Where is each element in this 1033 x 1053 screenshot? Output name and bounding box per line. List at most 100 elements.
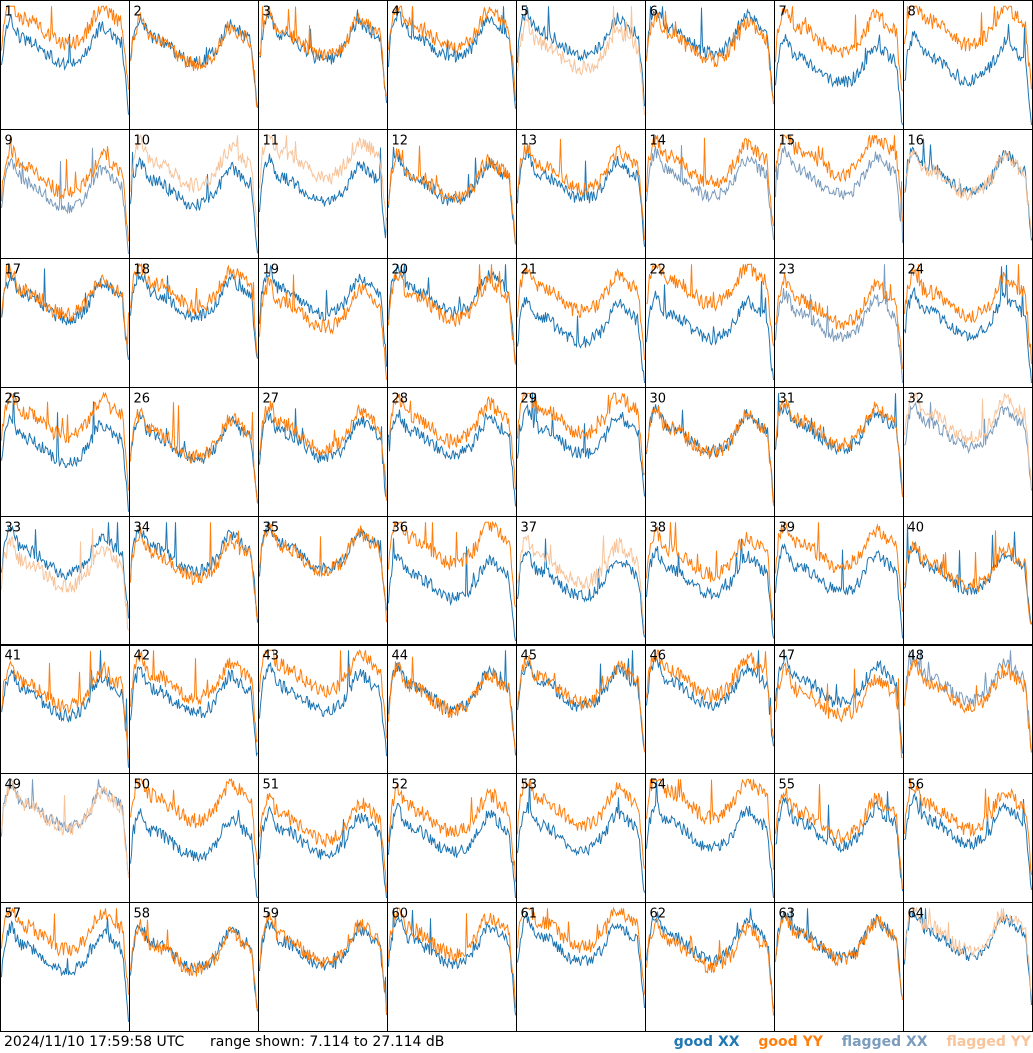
panel-41-yy-trace	[1, 651, 129, 759]
panel-55: 55	[774, 773, 904, 903]
panel-19-yy-trace	[259, 274, 387, 380]
panel-43-xx-trace	[259, 650, 387, 757]
panel-9-label: 9	[5, 134, 13, 149]
panel-19-label: 19	[263, 263, 280, 278]
panel-32-xx-trace	[904, 401, 1032, 491]
panel-57-xx-trace	[1, 917, 129, 1022]
panel-25-label: 25	[5, 392, 22, 407]
panel-32-yy-trace	[904, 392, 1032, 489]
panel-16-yy-trace	[904, 150, 1032, 239]
panel-48-xx-trace	[904, 650, 1032, 753]
panel-63-label: 63	[779, 907, 796, 922]
panel-40-xx-trace	[904, 523, 1032, 625]
panel-26-yy-trace	[130, 402, 258, 504]
panel-47-yy-trace	[775, 662, 903, 758]
panel-27-xx-trace	[259, 408, 387, 498]
panel-38-label: 38	[650, 521, 667, 536]
panel-53-label: 53	[521, 778, 538, 793]
panel-37-xx-trace	[517, 538, 645, 638]
panel-5-label: 5	[521, 5, 529, 20]
panel-59-yy-trace	[259, 911, 387, 1015]
panel-63: 63	[774, 902, 904, 1032]
panel-44-xx-trace	[388, 650, 516, 756]
panel-50-yy-trace	[130, 777, 258, 865]
panel-8-xx-trace	[904, 24, 1032, 126]
panel-64-yy-trace	[904, 906, 1032, 995]
panel-55-xx-trace	[775, 791, 903, 892]
panel-42-yy-trace	[130, 650, 258, 744]
panel-62-xx-trace	[646, 908, 774, 1009]
panel-26-label: 26	[134, 392, 151, 407]
panel-17-label: 17	[5, 263, 22, 278]
panel-30-yy-trace	[646, 406, 774, 506]
panel-39-label: 39	[779, 521, 796, 536]
panel-23-xx-trace	[775, 264, 903, 384]
panel-24-label: 24	[908, 263, 925, 278]
panel-62-label: 62	[650, 907, 667, 922]
panel-42-xx-trace	[130, 666, 258, 757]
panel-33-label: 33	[5, 521, 22, 536]
panel-13-xx-trace	[517, 145, 645, 247]
panel-47-label: 47	[779, 649, 796, 664]
panel-15-xx-trace	[775, 145, 903, 244]
panel-54: 54	[645, 773, 775, 903]
panel-59: 59	[258, 902, 388, 1032]
panel-58-xx-trace	[130, 924, 258, 1012]
panel-60-label: 60	[392, 907, 409, 922]
panel-53-xx-trace	[517, 779, 645, 893]
panel-25-yy-trace	[1, 391, 129, 491]
panel-62-yy-trace	[646, 918, 774, 1016]
panel-18-yy-trace	[130, 262, 258, 358]
panel-48-label: 48	[908, 649, 925, 664]
panel-54-yy-trace	[646, 778, 774, 870]
panel-1-yy-trace	[1, 5, 129, 90]
panel-20-label: 20	[392, 263, 409, 278]
panel-46-yy-trace	[646, 649, 774, 739]
panel-52-yy-trace	[388, 783, 516, 882]
panel-63-yy-trace	[775, 912, 903, 1001]
panel-39-yy-trace	[775, 521, 903, 612]
panel-17: 17	[0, 258, 130, 388]
panel-9-xx-trace	[1, 147, 129, 255]
panel-3-label: 3	[263, 5, 271, 20]
panel-30-label: 30	[650, 392, 667, 407]
panel-45-label: 45	[521, 649, 538, 664]
panel-19-xx-trace	[259, 264, 387, 367]
panel-41: 41	[0, 644, 130, 774]
panel-35: 35	[258, 516, 388, 646]
panel-36-label: 36	[392, 521, 409, 536]
panel-31-label: 31	[779, 392, 796, 407]
panel-22-yy-trace	[646, 262, 774, 347]
timestamp: 2024/11/10 17:59:58 UTC	[4, 1034, 185, 1050]
panel-11-xx-trace	[259, 147, 387, 239]
range-label: range shown: 7.114 to 27.114 dB	[210, 1034, 445, 1050]
panel-61: 61	[516, 902, 646, 1032]
legend-good-yy: good YY	[758, 1034, 823, 1050]
panel-61-yy-trace	[517, 906, 645, 995]
footer: 2024/11/10 17:59:58 UTC range shown: 7.1…	[0, 1032, 1033, 1053]
panel-37-label: 37	[521, 521, 538, 536]
panel-14-label: 14	[650, 134, 667, 149]
panel-44-yy-trace	[388, 656, 516, 752]
panel-42-label: 42	[134, 649, 151, 664]
panel-41-label: 41	[5, 649, 22, 664]
panel-36-xx-trace	[388, 538, 516, 642]
panel-33-yy-trace	[1, 528, 129, 631]
panel-56-yy-trace	[904, 779, 1032, 875]
legend: good XX good YY flagged XX flagged YY	[660, 1032, 1031, 1053]
panel-4-xx-trace	[388, 6, 516, 109]
panel-18-label: 18	[134, 263, 151, 278]
panel-34-yy-trace	[130, 522, 258, 619]
panel-9-yy-trace	[1, 135, 129, 242]
panel-64-xx-trace	[904, 908, 1032, 1006]
panel-31-yy-trace	[775, 399, 903, 498]
panel-8-yy-trace	[904, 5, 1032, 90]
panel-55-label: 55	[779, 778, 796, 793]
panel-52-xx-trace	[388, 803, 516, 899]
panel-33-xx-trace	[1, 522, 129, 619]
panel-5-xx-trace	[517, 6, 645, 107]
panel-54-label: 54	[650, 778, 667, 793]
panel-22-label: 22	[650, 263, 667, 278]
panel-15-yy-trace	[775, 134, 903, 222]
